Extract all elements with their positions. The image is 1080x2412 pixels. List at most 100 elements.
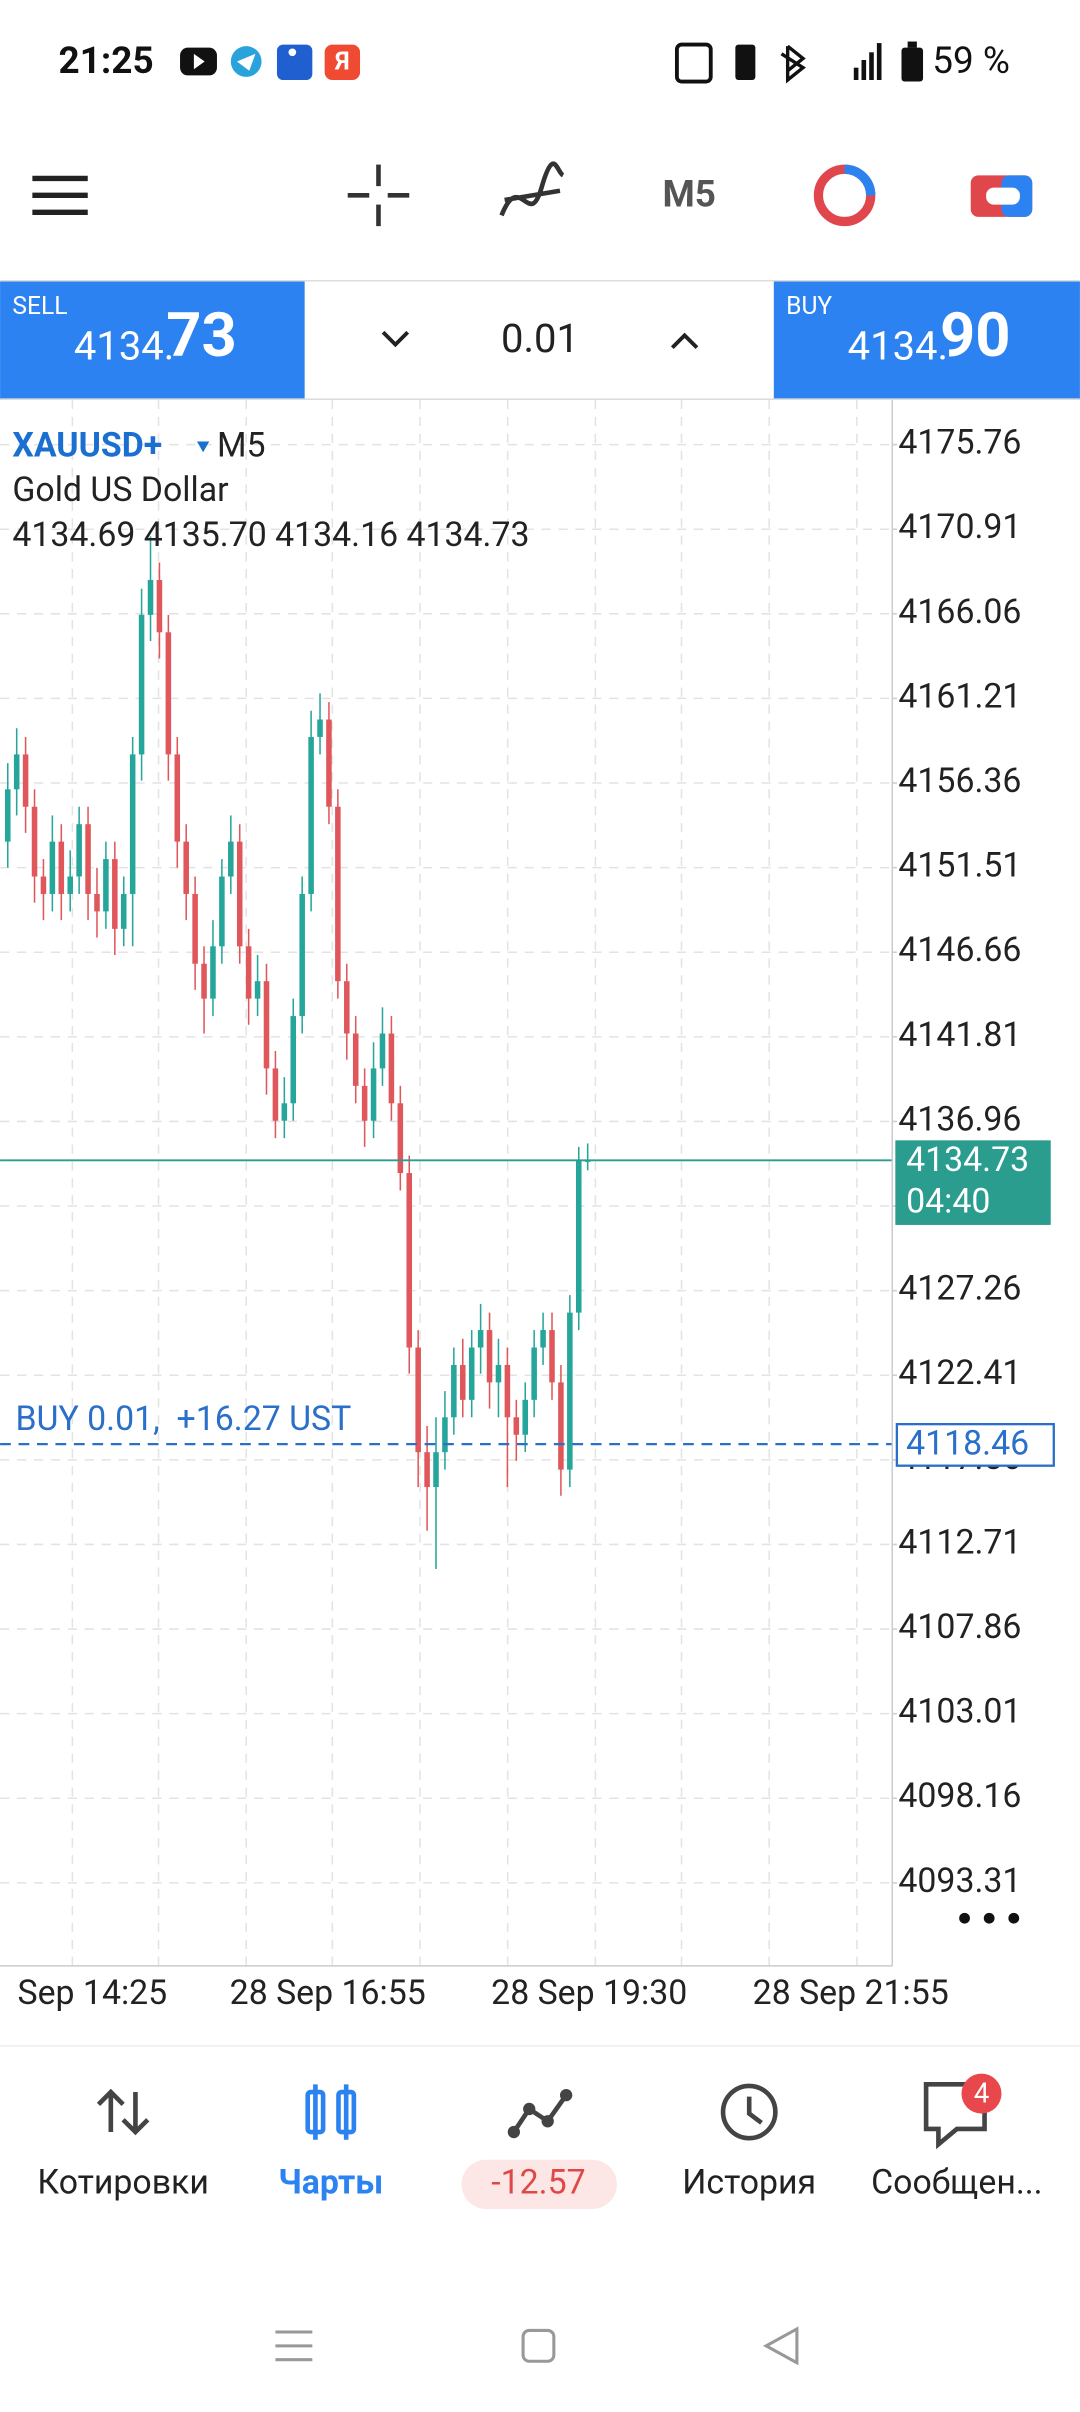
history-tab[interactable]: История [682, 2083, 816, 2202]
menu-button[interactable] [32, 175, 88, 215]
symbol-dropdown[interactable] [196, 441, 210, 453]
status-system-icons [674, 41, 924, 84]
sell-price-small: 4134. [74, 323, 174, 370]
trade-tab[interactable]: -12.57 [461, 2088, 617, 2209]
candle-body [379, 1033, 386, 1069]
y-tick-label: 4156.36 [898, 762, 1021, 801]
candle-body [40, 876, 47, 894]
volume-value[interactable]: 0.01 [501, 315, 579, 362]
candle-body [299, 893, 305, 1017]
messages-tab[interactable]: 4 Сообщен... [871, 2073, 1043, 2203]
candle-body [522, 1399, 529, 1435]
candle-body [210, 946, 216, 999]
candle-body [165, 632, 172, 755]
buy-label: BUY [786, 292, 832, 321]
candle-body [290, 1016, 297, 1104]
charts-tab[interactable]: Чарты [278, 2084, 383, 2202]
candle-body [245, 946, 252, 999]
candle-body [272, 1068, 279, 1121]
candle-body [486, 1330, 493, 1383]
y-tick-label: 4103.01 [898, 1693, 1021, 1732]
candle-body [76, 824, 82, 877]
candle-body [308, 736, 314, 894]
indicators-button[interactable] [499, 161, 565, 217]
x-tick-label: 28 Sep 21:55 [753, 1974, 949, 2013]
candle-body [192, 893, 198, 964]
tab-label: Котировки [37, 2163, 208, 2202]
bar-timer: 04:40 [906, 1182, 990, 1221]
candle-body [468, 1347, 475, 1400]
y-tick-label: 4170.91 [898, 508, 1021, 547]
candle-body [513, 1417, 520, 1435]
buy-button[interactable] [773, 281, 1080, 400]
candle-body [49, 841, 56, 894]
candle-body [31, 806, 38, 877]
candle-body [433, 1452, 439, 1488]
y-tick-label: 4161.21 [898, 677, 1021, 716]
svg-text:Я: Я [334, 48, 350, 77]
timeframe-button[interactable]: M5 [662, 174, 716, 217]
candle-body [344, 981, 350, 1034]
bid-price: 4134.73 [906, 1141, 1029, 1180]
candle-body [397, 1103, 404, 1174]
candle-body [103, 859, 109, 912]
candle-body [370, 1068, 377, 1121]
candle-body [549, 1330, 555, 1383]
x-tick-label: Sep 14:25 [18, 1974, 168, 2013]
candle-body [442, 1417, 448, 1453]
candle-body [326, 719, 332, 807]
candle-body [138, 614, 145, 755]
y-tick-label: 4175.76 [898, 424, 1021, 463]
x-tick-label: 28 Sep 16:55 [230, 1974, 426, 2013]
candle-body [558, 1382, 564, 1470]
candle-body [281, 1103, 288, 1121]
candle-body [85, 824, 91, 894]
volume-increase[interactable] [670, 332, 699, 350]
tab-label: История [682, 2163, 816, 2202]
y-tick-label: 4151.51 [898, 847, 1021, 886]
sell-button[interactable] [0, 281, 305, 400]
crosshair-button[interactable] [347, 164, 410, 227]
y-tick-label: 4146.66 [898, 931, 1021, 970]
y-tick-label: 4093.31 [898, 1862, 1021, 1901]
sell-price-big: 73 [166, 300, 237, 372]
y-tick-label: 4098.16 [898, 1777, 1021, 1816]
candles [4, 536, 591, 1570]
candle-body [174, 754, 181, 842]
candle-body [120, 893, 127, 929]
candle-body [361, 1085, 368, 1121]
candle-body [94, 893, 100, 912]
candle-body [388, 1033, 395, 1104]
quotes-tab[interactable]: Котировки [37, 2088, 209, 2202]
symbol[interactable]: XAUUSD+ [12, 427, 162, 466]
volume-decrease[interactable] [381, 330, 410, 348]
position-price: 4118.46 [906, 1425, 1029, 1464]
bid-label-box [895, 1140, 1051, 1225]
trade-timer-button[interactable] [813, 164, 876, 227]
candle-body [22, 754, 29, 807]
y-tick-label: 4141.81 [898, 1016, 1021, 1055]
candle-body [254, 981, 261, 999]
candle-body [335, 806, 341, 982]
candle-body [228, 841, 234, 877]
sell-label: SELL [12, 292, 67, 321]
candle-body [406, 1173, 413, 1348]
one-click-trading-button[interactable] [970, 175, 1033, 217]
chart-grid: 4175.76 4170.91 4166.06 4161.21 4156.36 4151.… [0, 399, 1021, 2013]
position-price-box [895, 1422, 1055, 1467]
candle-body [13, 754, 20, 790]
system-nav[interactable] [275, 2326, 799, 2366]
candle-body [263, 981, 270, 1069]
status-time: 21:25 [59, 40, 154, 83]
more-button[interactable] [959, 1912, 1020, 1924]
candle-body [504, 1364, 511, 1418]
candle-body [451, 1364, 457, 1418]
candle-body [531, 1347, 537, 1400]
y-tick-label: 4136.96 [898, 1100, 1021, 1139]
position-label: BUY 0.01, +16.27 UST [15, 1400, 351, 1439]
candle-body [4, 789, 11, 842]
candle-body [352, 1033, 359, 1086]
buy-price-small: 4134. [848, 323, 948, 370]
chart-timeframe: M5 [217, 427, 266, 466]
